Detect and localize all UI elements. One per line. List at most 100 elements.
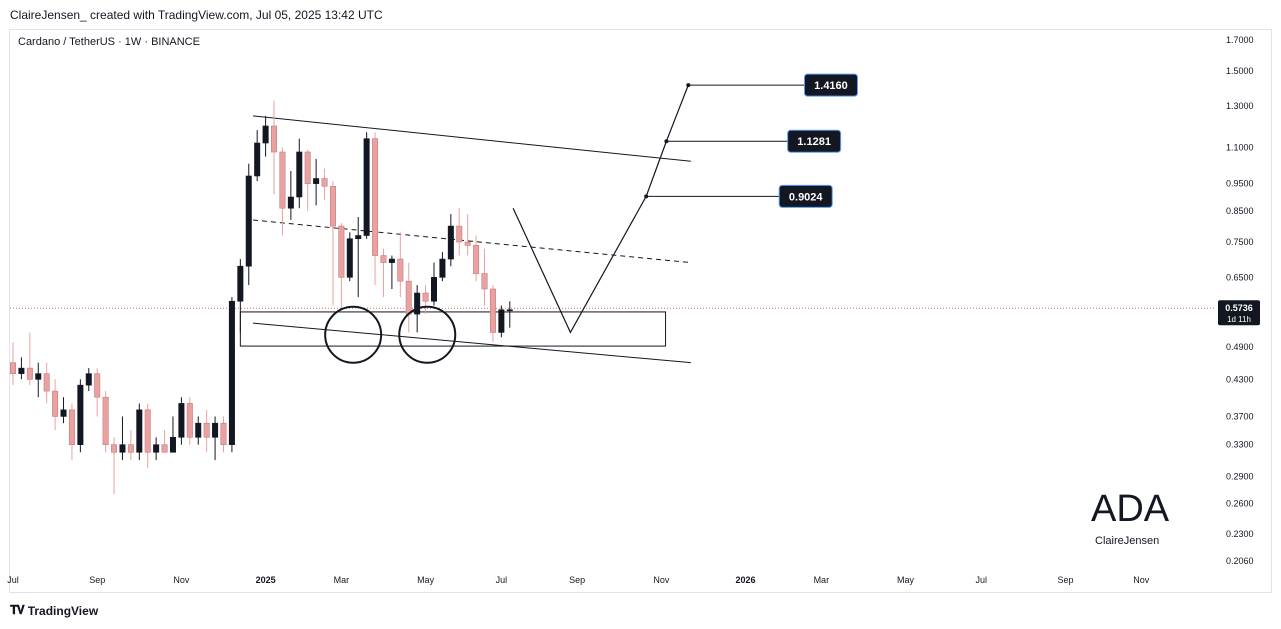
- candle-body[interactable]: [195, 422, 202, 438]
- chart-header-credit: ClaireJensen_ created with TradingView.c…: [10, 8, 383, 22]
- candle-body[interactable]: [397, 258, 404, 282]
- candle-body[interactable]: [464, 241, 471, 246]
- candle-body[interactable]: [304, 151, 311, 184]
- candle-body[interactable]: [10, 362, 17, 374]
- x-tick-label: Jul: [7, 575, 19, 585]
- x-tick-label: Nov: [173, 575, 190, 585]
- candle-body[interactable]: [321, 178, 328, 187]
- candle-body[interactable]: [212, 422, 219, 438]
- candle-body[interactable]: [355, 235, 362, 240]
- candle-body[interactable]: [94, 373, 101, 398]
- candle-body[interactable]: [77, 384, 84, 445]
- current-price-value: 0.5736: [1225, 303, 1253, 313]
- y-tick-label: 0.6500: [1226, 272, 1254, 282]
- candle-body[interactable]: [506, 309, 513, 312]
- y-tick-label: 0.2900: [1226, 472, 1254, 482]
- x-tick-label: 2025: [256, 575, 276, 585]
- candle-body[interactable]: [363, 138, 370, 236]
- candle-body[interactable]: [102, 396, 109, 445]
- target-label-box[interactable]: [787, 129, 842, 153]
- current-price-countdown: 1d 11h: [1227, 315, 1251, 324]
- chart-frame: [9, 29, 1272, 593]
- candle-body[interactable]: [186, 403, 193, 438]
- candle-body[interactable]: [296, 151, 303, 198]
- target-label: 1.4160: [814, 80, 848, 92]
- candle-body[interactable]: [422, 292, 429, 302]
- y-tick-label: 1.5000: [1226, 66, 1254, 76]
- y-tick-label: 0.2600: [1226, 499, 1254, 509]
- candle-body[interactable]: [43, 373, 50, 392]
- candle-body[interactable]: [380, 255, 387, 263]
- target-label-box[interactable]: [778, 184, 833, 208]
- candle-body[interactable]: [414, 292, 421, 315]
- tradingview-icon: 𝐓𝐕: [10, 603, 25, 617]
- candle-body[interactable]: [127, 444, 134, 453]
- candle-body[interactable]: [338, 225, 345, 278]
- candle-body[interactable]: [313, 178, 320, 184]
- candle-body[interactable]: [111, 444, 118, 453]
- candle-body[interactable]: [254, 142, 261, 177]
- candle-body[interactable]: [85, 373, 92, 386]
- candle-body[interactable]: [26, 367, 33, 380]
- support-circle[interactable]: [324, 305, 383, 364]
- candle-body[interactable]: [489, 288, 496, 333]
- x-tick-label: Mar: [334, 575, 350, 585]
- tradingview-logo[interactable]: 𝐓𝐕 TradingView: [10, 603, 98, 618]
- y-tick-label: 1.7000: [1226, 35, 1254, 45]
- candle-body[interactable]: [52, 390, 59, 417]
- candle-body[interactable]: [245, 175, 252, 267]
- support-circle[interactable]: [398, 305, 457, 364]
- candle-body[interactable]: [153, 444, 160, 453]
- target-label-box[interactable]: [803, 73, 858, 97]
- x-tick-label: 2026: [736, 575, 756, 585]
- candle-body[interactable]: [287, 196, 294, 209]
- candle-body[interactable]: [144, 409, 151, 453]
- middle-dashed-trendline[interactable]: [252, 219, 691, 264]
- current-price-tag: [1218, 300, 1260, 326]
- candle-body[interactable]: [136, 409, 143, 453]
- candle-body[interactable]: [203, 422, 210, 438]
- candle-body[interactable]: [447, 225, 454, 260]
- target-label: 0.9024: [789, 191, 824, 203]
- projection-path[interactable]: [512, 84, 689, 334]
- candle-body[interactable]: [119, 444, 126, 453]
- x-tick-label: Mar: [814, 575, 830, 585]
- upper-trendline[interactable]: [252, 115, 691, 162]
- candle-body[interactable]: [346, 238, 353, 278]
- candle-body[interactable]: [279, 151, 286, 209]
- candle-body[interactable]: [35, 373, 42, 380]
- candle-body[interactable]: [405, 280, 412, 315]
- y-tick-label: 1.3000: [1226, 101, 1254, 111]
- candle-body[interactable]: [439, 258, 446, 278]
- candle-body[interactable]: [372, 138, 379, 256]
- candle-body[interactable]: [237, 265, 244, 302]
- candle-body[interactable]: [178, 403, 185, 438]
- candle-body[interactable]: [220, 422, 227, 445]
- candle-body[interactable]: [456, 225, 463, 243]
- y-tick-label: 0.2060: [1226, 556, 1254, 566]
- y-tick-label: 0.2300: [1226, 529, 1254, 539]
- candle-body[interactable]: [60, 409, 67, 417]
- candle-body[interactable]: [271, 125, 278, 153]
- candle-body[interactable]: [481, 273, 488, 290]
- y-tick-label: 1.1000: [1226, 142, 1254, 152]
- y-tick-label: 0.7500: [1226, 237, 1254, 247]
- lower-trendline[interactable]: [252, 322, 691, 364]
- x-tick-label: Jul: [976, 575, 988, 585]
- candle-body[interactable]: [68, 409, 75, 445]
- candle-body[interactable]: [228, 300, 235, 445]
- candle-body[interactable]: [169, 437, 176, 453]
- x-tick-label: Jul: [496, 575, 508, 585]
- candle-body[interactable]: [388, 258, 395, 263]
- y-tick-label: 0.3700: [1226, 411, 1254, 421]
- candle-body[interactable]: [18, 367, 25, 374]
- candle-body[interactable]: [498, 309, 505, 333]
- x-tick-label: Nov: [653, 575, 670, 585]
- candle-body[interactable]: [329, 185, 336, 227]
- candle-body[interactable]: [430, 277, 437, 302]
- candle-body[interactable]: [473, 245, 480, 274]
- candle-body[interactable]: [262, 125, 269, 144]
- x-tick-label: Sep: [569, 575, 585, 585]
- candle-body[interactable]: [161, 444, 168, 453]
